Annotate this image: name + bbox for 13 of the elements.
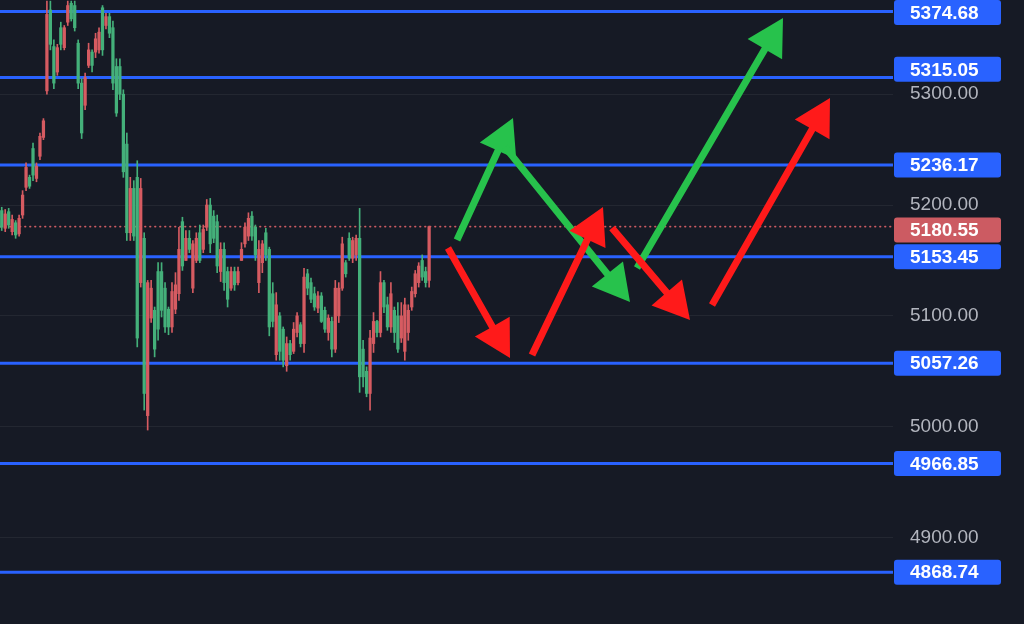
- ref-line-label: 5153.45: [910, 245, 980, 267]
- y-tick-label: 5200.00: [910, 193, 979, 215]
- y-tick-label: 4900.00: [910, 525, 979, 547]
- ref-line-label: 5374.68: [910, 1, 979, 23]
- ref-line-label: 4966.85: [910, 452, 980, 474]
- ref-line-label: 5315.05: [910, 58, 980, 80]
- y-tick-label: 5300.00: [910, 82, 979, 104]
- ref-line-label: 5057.26: [910, 352, 979, 374]
- ref-line-label: 4868.74: [910, 561, 980, 583]
- ref-line-label: 5180.55: [910, 219, 980, 241]
- y-tick-label: 5100.00: [910, 304, 979, 326]
- ref-line-label: 5236.17: [910, 154, 979, 176]
- y-tick-label: 5000.00: [910, 414, 979, 436]
